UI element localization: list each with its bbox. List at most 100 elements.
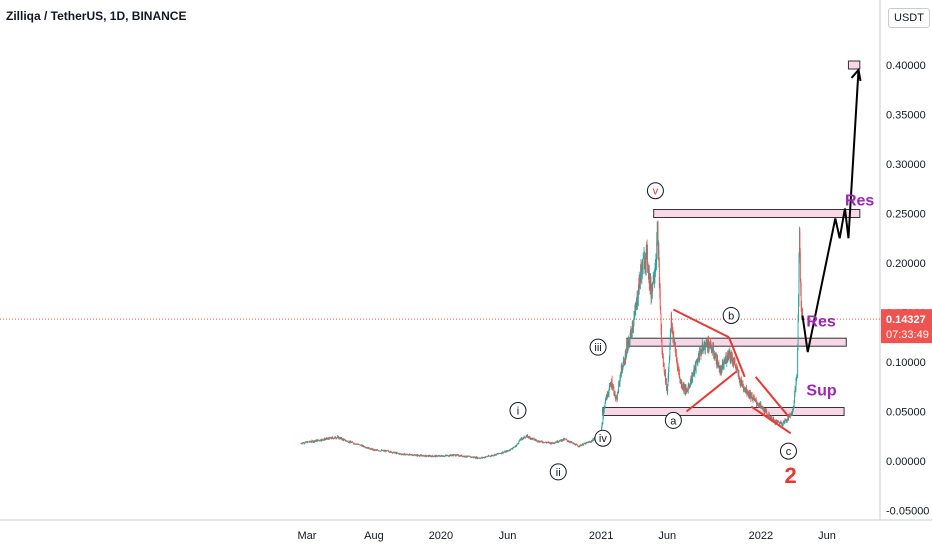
candle-body	[675, 352, 677, 355]
candle-body	[514, 446, 516, 448]
candle-body	[651, 290, 653, 294]
candle-body	[570, 441, 572, 443]
candle-body	[694, 364, 696, 368]
candle-body	[351, 441, 353, 443]
candle-body	[569, 441, 571, 443]
candle-body	[603, 410, 605, 414]
candle-body	[380, 450, 382, 452]
candle-body	[381, 450, 383, 451]
candle-body	[745, 388, 746, 392]
candle-body	[622, 368, 623, 371]
candle-body	[407, 454, 409, 456]
candle-body	[712, 346, 714, 348]
candle-body	[588, 441, 590, 443]
candle-body	[475, 458, 476, 459]
candle-body	[548, 442, 550, 443]
candle-body	[328, 437, 330, 440]
candle-body	[644, 266, 646, 269]
candle-body	[454, 454, 456, 456]
candle-body	[334, 437, 335, 439]
candle-body	[591, 440, 593, 442]
candle-body	[721, 369, 722, 373]
candle-body	[425, 455, 427, 457]
candle-body	[415, 454, 416, 456]
candle-body	[758, 405, 760, 407]
candle-body	[338, 436, 339, 439]
candle-body	[440, 456, 441, 457]
candle-body	[309, 440, 311, 442]
candle-body	[359, 444, 361, 446]
candle-body	[777, 421, 779, 422]
candle-body	[400, 453, 402, 455]
currency-selector[interactable]: USDT	[888, 8, 930, 28]
candle-body	[708, 342, 710, 350]
candle-body	[429, 455, 430, 457]
candle-body	[693, 368, 695, 373]
candle-body	[649, 275, 651, 285]
candle-body	[553, 442, 555, 444]
candle-body	[572, 442, 574, 444]
candle-body	[728, 350, 730, 358]
candle-body	[514, 445, 516, 447]
candle-body	[416, 454, 417, 456]
candle-body	[391, 452, 393, 453]
candle-body	[486, 456, 488, 458]
candle-body	[356, 443, 358, 445]
candle-body	[612, 386, 614, 389]
candle-body	[636, 298, 638, 305]
candle-body	[412, 454, 414, 456]
candle-body	[763, 408, 765, 412]
candle-body	[444, 455, 446, 457]
candle-body	[394, 452, 396, 453]
candle-body	[397, 452, 399, 454]
candle-body	[341, 437, 342, 440]
candle-body	[487, 455, 489, 457]
candle-body	[480, 458, 482, 459]
candle-body	[735, 367, 737, 368]
candle-body	[720, 369, 722, 374]
candle-body	[703, 346, 705, 348]
candle-body	[453, 454, 455, 456]
candle-body	[566, 439, 567, 441]
candle-body	[760, 403, 761, 406]
candle-body	[314, 440, 316, 442]
candle-body	[641, 266, 642, 270]
candle-body	[379, 450, 381, 452]
candle-body	[718, 362, 720, 366]
candle-body	[514, 446, 515, 448]
candle-body	[729, 351, 731, 355]
candle-body	[661, 339, 663, 351]
candle-body	[472, 457, 473, 458]
candle-body	[581, 444, 583, 446]
candle-body	[733, 361, 735, 364]
candle-body	[795, 379, 797, 381]
candle-body	[583, 443, 585, 445]
candle-body	[760, 403, 762, 407]
candle-body	[543, 442, 545, 444]
candle-body	[567, 441, 569, 442]
candle-body	[301, 443, 303, 445]
y-tick-label: 0.30000	[886, 159, 926, 171]
candle-body	[764, 409, 766, 411]
x-tick-label: 2021	[589, 530, 613, 542]
candle-body	[778, 421, 779, 423]
candle-body	[458, 456, 460, 457]
candle-body	[343, 439, 345, 440]
candle-body	[484, 457, 486, 458]
candle-body	[580, 445, 581, 446]
candle-body	[746, 386, 747, 394]
candle-body	[526, 435, 528, 437]
candle-body	[704, 342, 705, 347]
candle-body	[731, 357, 732, 361]
candle-body	[700, 352, 702, 355]
candle-body	[735, 364, 736, 368]
candle-body	[558, 441, 560, 443]
candle-body	[748, 392, 750, 395]
candle-body	[676, 354, 677, 359]
candle-body	[703, 347, 704, 348]
candle-body	[475, 457, 477, 459]
candle-body	[426, 455, 428, 457]
candle-body	[638, 275, 640, 292]
candle-body	[549, 442, 550, 444]
